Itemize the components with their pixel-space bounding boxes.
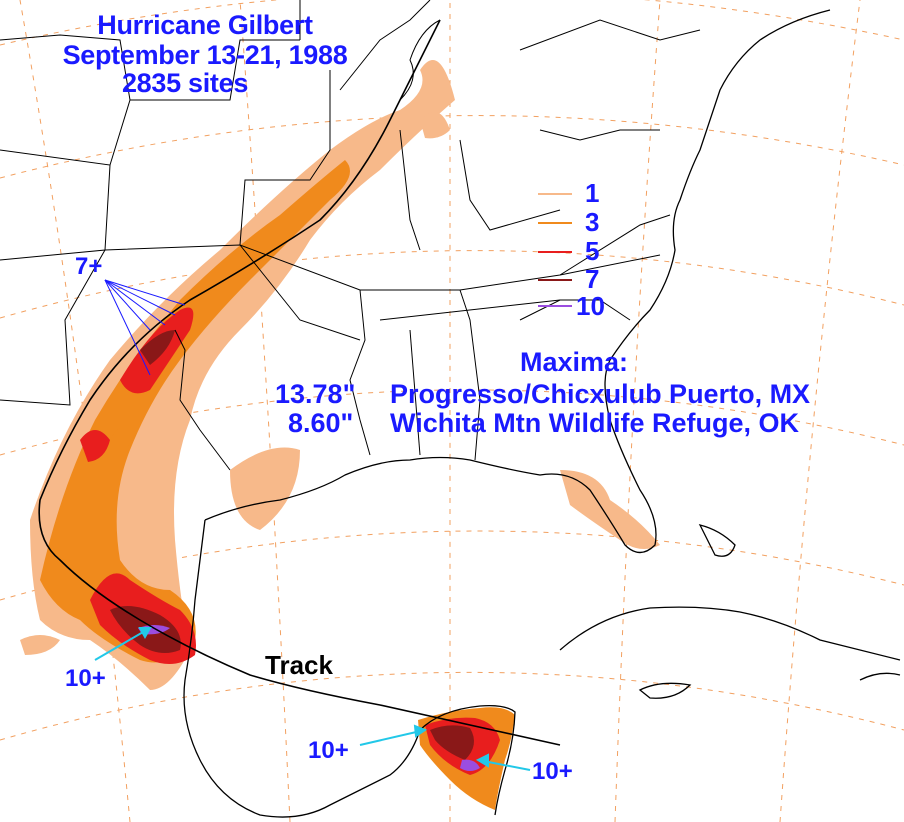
maxima-heading: Maxima: xyxy=(520,347,629,377)
yucatan-rainfall xyxy=(418,707,515,810)
legend-value-7: 7 xyxy=(585,264,600,294)
map-title-line1: Hurricane Gilbert xyxy=(97,10,313,40)
rainfall-light-band xyxy=(20,60,660,690)
hurricane-track xyxy=(38,19,561,746)
coastlines xyxy=(183,9,901,818)
label-ten-plus-yucatan-east: 10+ xyxy=(532,758,573,785)
legend-value-1: 1 xyxy=(585,178,600,208)
map-title-line3: 2835 sites xyxy=(121,68,249,98)
label-track: Track xyxy=(265,650,333,680)
legend-line-5 xyxy=(538,251,572,253)
ten-plus-arrows xyxy=(94,627,531,771)
maxima-location-2: Wichita Mtn Wildlife Refuge, OK xyxy=(390,408,800,438)
label-ten-plus-mexico: 10+ xyxy=(65,665,106,692)
legend-line-1 xyxy=(538,193,572,195)
legend-value-10: 10 xyxy=(576,291,605,321)
seven-plus-arrows xyxy=(104,279,186,376)
legend-line-7 xyxy=(538,279,572,281)
maxima-location-1: Progresso/Chicxulub Puerto, MX xyxy=(390,379,811,409)
legend-value-3: 3 xyxy=(585,207,600,237)
label-seven-plus: 7+ xyxy=(75,253,103,280)
state-borders xyxy=(0,0,701,471)
legend-line-3 xyxy=(538,222,572,224)
maxima-amount-1: 13.78" xyxy=(275,379,356,409)
legend-value-5: 5 xyxy=(585,236,600,266)
rainfall-orange-band xyxy=(40,160,350,663)
maxima-amount-2: 8.60" xyxy=(288,408,354,438)
label-ten-plus-yucatan-west: 10+ xyxy=(308,737,349,764)
legend-line-10 xyxy=(538,305,572,307)
map-title-line2: September 13-21, 1988 xyxy=(62,40,348,70)
